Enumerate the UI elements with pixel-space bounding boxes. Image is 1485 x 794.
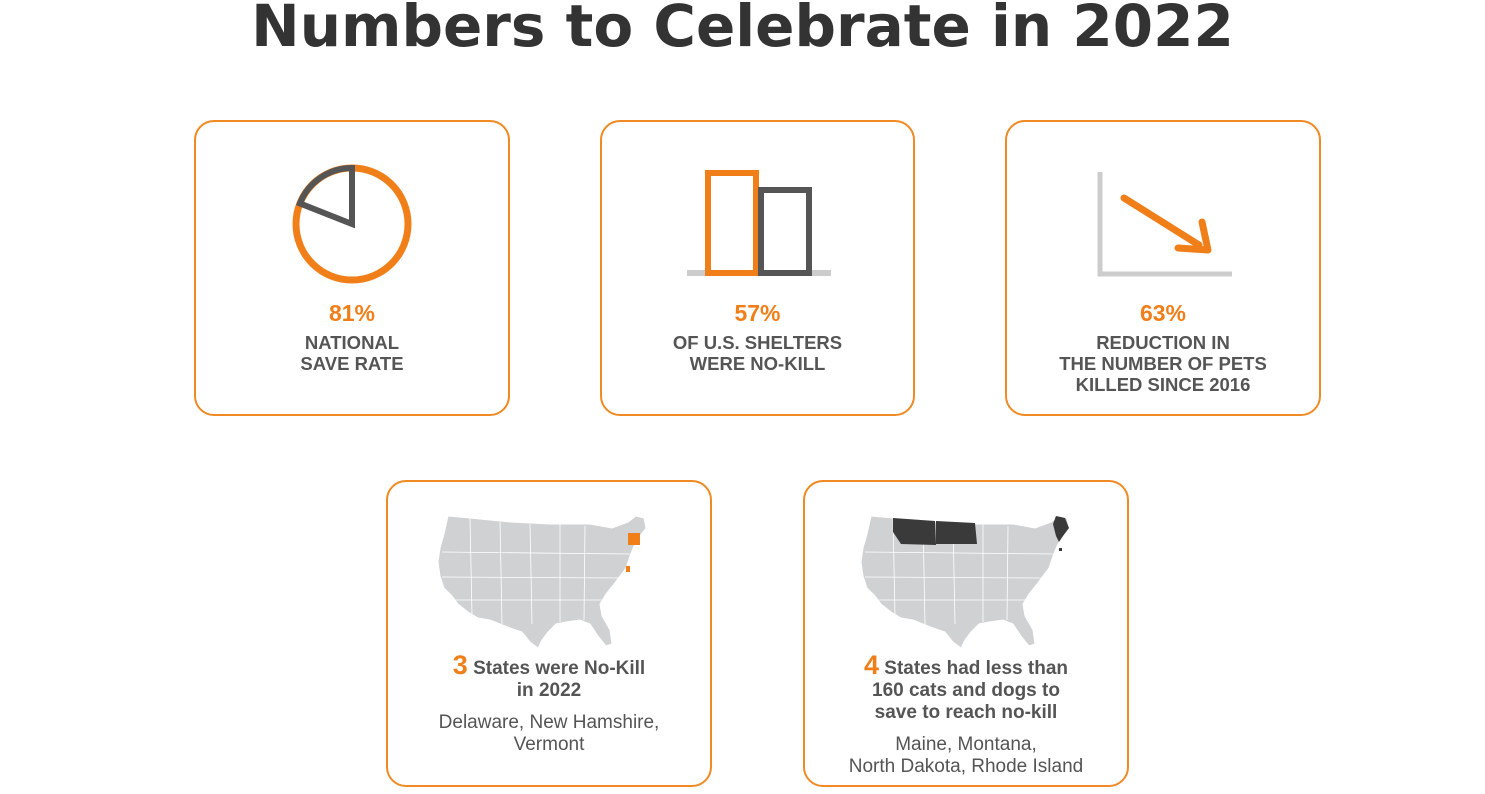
map-heading: 4 States had less than 160 cats and dogs… (863, 650, 1069, 724)
map-count: 4 (863, 650, 879, 680)
map-card-no-kill-states: 3 States were No-Kill in 2022 Delaware, … (386, 480, 712, 787)
stat-caption: NATIONAL SAVE RATE (300, 332, 404, 374)
map-card-near-no-kill-states: 4 States had less than 160 cats and dogs… (803, 480, 1129, 787)
map-states-list: Delaware, New Hamshire, Vermont (438, 712, 660, 755)
stat-caption: REDUCTION IN THE NUMBER OF PETS KILLED S… (1059, 332, 1267, 395)
bar-chart-icon (687, 170, 831, 276)
map-states-list: Maine, Montana, North Dakota, Rhode Isla… (848, 734, 1084, 777)
us-map-icon (437, 515, 647, 649)
stat-value: 63% (1139, 300, 1187, 326)
stat-caption: OF U.S. SHELTERS WERE NO-KILL (672, 332, 843, 374)
pie-chart-icon (292, 164, 412, 284)
map-heading: 3 States were No-Kill in 2022 (452, 650, 646, 702)
stat-card-reduction: 63% REDUCTION IN THE NUMBER OF PETS KILL… (1005, 120, 1321, 416)
us-map-icon (860, 515, 1070, 649)
trend-down-icon (1097, 172, 1232, 277)
stat-card-no-kill-shelters: 57% OF U.S. SHELTERS WERE NO-KILL (600, 120, 915, 416)
stat-value: 81% (328, 300, 376, 326)
stat-card-save-rate: 81% NATIONAL SAVE RATE (194, 120, 510, 416)
page-title: Numbers to Celebrate in 2022 (251, 0, 1234, 60)
map-count: 3 (452, 650, 468, 680)
stat-value: 57% (734, 300, 781, 326)
